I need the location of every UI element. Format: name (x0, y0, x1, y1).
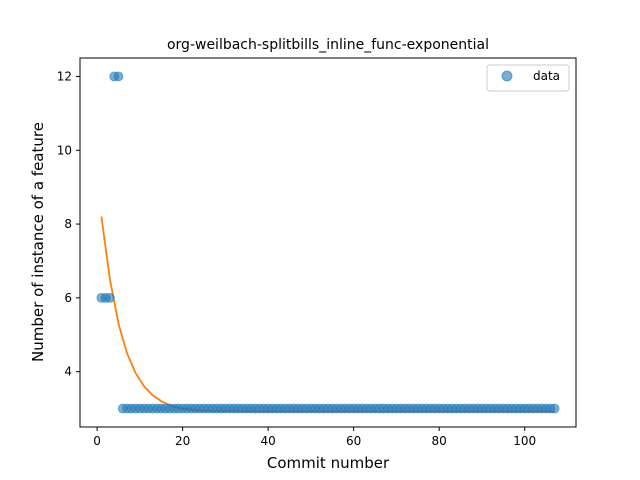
y-tick-label: 4 (64, 365, 72, 379)
legend-marker-data (501, 70, 513, 82)
data-point (549, 403, 560, 414)
x-tick-label: 80 (432, 434, 447, 448)
plot-area (80, 58, 576, 427)
chart-title: org-weilbach-splitbills_inline_func-expo… (167, 37, 489, 53)
legend-label-data: data (533, 69, 560, 83)
legend: data (486, 64, 570, 92)
x-tick-label: 40 (260, 434, 275, 448)
y-tick-label: 12 (57, 69, 72, 83)
y-axis: 4 6 8 10 12 (57, 69, 80, 379)
data-point (105, 292, 115, 303)
y-tick-label: 10 (57, 143, 72, 157)
x-tick-label: 100 (513, 434, 536, 448)
data-points-layer (96, 71, 560, 414)
data-point (113, 71, 124, 82)
x-tick-label: 20 (175, 434, 190, 448)
y-axis-label: Number of instance of a feature (29, 122, 47, 362)
x-axis-label: Commit number (267, 454, 390, 472)
plot-border (79, 57, 577, 428)
y-tick-label: 6 (64, 291, 72, 305)
x-tick-label: 0 (93, 434, 101, 448)
x-axis: 0 20 40 60 80 100 (93, 427, 536, 448)
x-tick-label: 60 (346, 434, 361, 448)
y-tick-label: 8 (64, 217, 72, 231)
